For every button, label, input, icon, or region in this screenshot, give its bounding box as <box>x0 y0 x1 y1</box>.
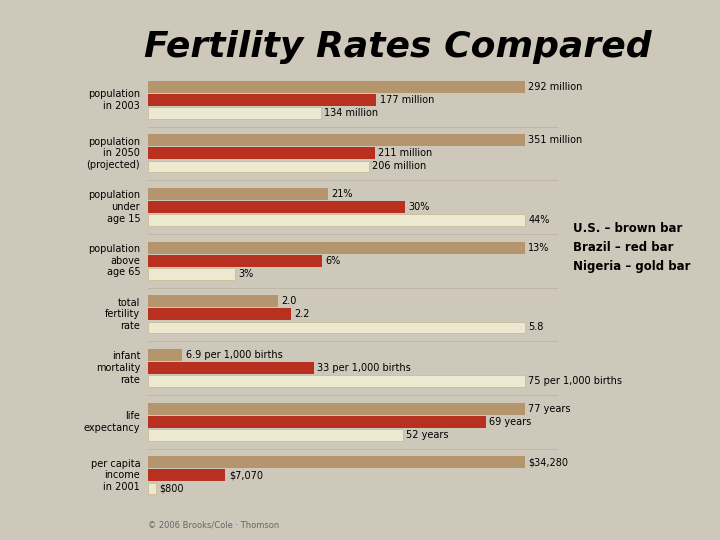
Text: $34,280: $34,280 <box>528 457 569 467</box>
Text: 30%: 30% <box>408 202 430 212</box>
Text: 211 million: 211 million <box>378 148 432 158</box>
Text: 292 million: 292 million <box>528 82 582 92</box>
Text: population
in 2003: population in 2003 <box>88 89 140 111</box>
Bar <box>148 160 369 172</box>
Text: population
under
age 15: population under age 15 <box>88 191 140 224</box>
Text: © 2006 Brooks/Cole · Thomson: © 2006 Brooks/Cole · Thomson <box>148 520 279 529</box>
Bar <box>148 214 525 226</box>
Text: Fertility Rates Compared: Fertility Rates Compared <box>144 30 652 64</box>
Bar <box>148 134 525 146</box>
Bar <box>148 147 374 159</box>
Bar <box>148 295 278 307</box>
Text: 75 per 1,000 births: 75 per 1,000 births <box>528 376 623 386</box>
Bar <box>148 483 156 494</box>
Bar <box>148 242 525 253</box>
Text: population
in 2050
(projected): population in 2050 (projected) <box>86 137 140 170</box>
Text: $800: $800 <box>160 483 184 494</box>
Bar <box>148 375 525 387</box>
Text: population
above
age 65: population above age 65 <box>88 244 140 278</box>
Text: 2.2: 2.2 <box>294 309 310 319</box>
Bar <box>148 107 321 119</box>
Bar <box>148 201 405 213</box>
Text: 134 million: 134 million <box>324 108 378 118</box>
Text: 2.0: 2.0 <box>281 296 297 306</box>
Text: 33 per 1,000 births: 33 per 1,000 births <box>317 363 411 373</box>
Bar <box>148 416 486 428</box>
Bar <box>148 322 525 333</box>
Bar <box>148 255 322 267</box>
Text: U.S. – brown bar
Brazil – red bar
Nigeria – gold bar: U.S. – brown bar Brazil – red bar Nigeri… <box>573 222 690 273</box>
Bar <box>148 403 525 415</box>
Text: 52 years: 52 years <box>406 430 449 440</box>
Text: 13%: 13% <box>528 242 550 253</box>
Bar <box>148 469 225 481</box>
Bar <box>148 308 291 320</box>
Text: 177 million: 177 million <box>379 94 434 105</box>
Bar <box>148 81 525 92</box>
Bar <box>148 94 377 106</box>
Text: 44%: 44% <box>528 215 550 225</box>
Text: 6%: 6% <box>325 256 341 266</box>
Text: 5.8: 5.8 <box>528 322 544 333</box>
Bar <box>148 362 314 374</box>
Bar <box>148 268 235 280</box>
Text: 69 years: 69 years <box>489 417 531 427</box>
Text: 77 years: 77 years <box>528 403 571 414</box>
Text: 206 million: 206 million <box>372 161 427 172</box>
Bar <box>148 429 402 441</box>
Text: 6.9 per 1,000 births: 6.9 per 1,000 births <box>186 350 282 360</box>
Text: 21%: 21% <box>331 189 353 199</box>
Text: 351 million: 351 million <box>528 136 582 145</box>
Text: $7,070: $7,070 <box>229 470 263 481</box>
Text: per capita
income
in 2001: per capita income in 2001 <box>91 459 140 492</box>
Text: infant
mortality
rate: infant mortality rate <box>96 352 140 384</box>
Bar <box>148 349 182 361</box>
Bar <box>148 456 525 468</box>
Text: life
expectancy: life expectancy <box>84 411 140 433</box>
Text: 3%: 3% <box>238 269 253 279</box>
Text: total
fertility
rate: total fertility rate <box>105 298 140 331</box>
Bar <box>148 188 328 200</box>
